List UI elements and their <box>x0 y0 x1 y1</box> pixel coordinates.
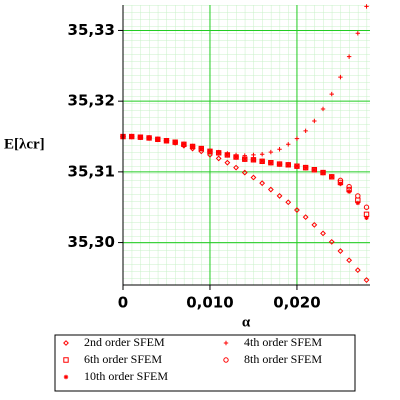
legend-label: 4th order SFEM <box>244 335 322 349</box>
point <box>338 181 343 187</box>
point <box>267 186 274 193</box>
point <box>276 193 283 199</box>
point <box>259 180 266 187</box>
x-tick-label: 0 <box>118 294 128 312</box>
point <box>338 74 343 80</box>
x-tick-label: 0,010 <box>186 294 233 312</box>
point <box>363 277 370 283</box>
legend-marker <box>63 374 69 380</box>
point <box>320 106 326 112</box>
point <box>329 174 334 180</box>
point <box>312 118 317 124</box>
point <box>251 152 256 158</box>
point <box>363 211 370 217</box>
point <box>303 128 308 134</box>
point <box>286 162 291 167</box>
point <box>277 161 282 167</box>
point <box>190 144 195 149</box>
point <box>207 151 213 158</box>
point <box>216 150 221 155</box>
legend-item: 8th order SFEM <box>223 352 322 366</box>
legend-item: 2nd order SFEM <box>63 335 165 349</box>
point <box>294 164 300 169</box>
point <box>181 142 187 147</box>
point <box>286 142 291 147</box>
point <box>337 179 344 186</box>
legend-label: 8th order SFEM <box>244 352 322 366</box>
point <box>346 257 353 264</box>
point <box>146 135 152 141</box>
point <box>294 136 300 141</box>
point <box>355 200 361 206</box>
point <box>138 135 143 140</box>
point <box>233 154 239 160</box>
point <box>207 149 213 154</box>
y-tick-label: 35,32 <box>68 92 115 110</box>
legend-item: 6th order SFEM <box>63 352 162 366</box>
point <box>259 151 265 157</box>
point <box>129 134 134 139</box>
point <box>320 230 326 237</box>
point <box>224 159 231 166</box>
point <box>328 238 335 245</box>
point <box>172 139 178 145</box>
point <box>346 189 352 194</box>
point <box>277 147 282 152</box>
point <box>294 207 300 213</box>
point <box>155 137 160 142</box>
point <box>241 169 248 176</box>
point <box>364 215 369 221</box>
point <box>329 91 334 97</box>
point <box>225 152 230 158</box>
legend-marker <box>63 357 69 363</box>
legend-item: 4th order SFEM <box>223 335 322 349</box>
point <box>199 146 204 151</box>
point <box>242 156 247 162</box>
point <box>346 184 352 190</box>
point <box>259 159 265 164</box>
y-tick-label: 35,33 <box>68 21 115 39</box>
point <box>355 193 361 199</box>
legend-marker <box>223 357 229 363</box>
point <box>337 248 344 254</box>
y-axis-label: E[λcr] <box>4 136 45 152</box>
minor-grid <box>123 5 370 285</box>
point <box>355 31 361 36</box>
legend-label: 6th order SFEM <box>84 352 162 366</box>
legend-marker <box>63 340 69 346</box>
point <box>346 54 352 59</box>
legend-label: 10th order SFEM <box>84 369 168 383</box>
legend-box <box>54 334 356 392</box>
point <box>346 186 352 193</box>
point <box>312 167 317 172</box>
legend-item: 10th order SFEM <box>63 369 168 383</box>
point <box>354 267 361 274</box>
point <box>363 204 370 210</box>
legend-label: 2nd order SFEM <box>84 335 165 349</box>
point <box>302 214 309 221</box>
point <box>303 165 308 170</box>
point <box>215 155 222 162</box>
point <box>285 199 292 206</box>
x-tick-label: 0,020 <box>273 294 320 312</box>
point <box>251 157 256 163</box>
point <box>180 142 187 149</box>
point <box>268 160 274 165</box>
point <box>364 4 369 9</box>
y-tick-label: 35,30 <box>68 233 115 251</box>
point <box>250 174 257 181</box>
y-tick-label: 35,31 <box>68 162 115 180</box>
point <box>311 221 318 228</box>
x-axis-label: α <box>242 314 251 330</box>
point <box>320 170 326 175</box>
point <box>233 164 239 171</box>
point <box>268 149 274 155</box>
legend-marker <box>223 340 229 346</box>
point <box>164 138 169 143</box>
